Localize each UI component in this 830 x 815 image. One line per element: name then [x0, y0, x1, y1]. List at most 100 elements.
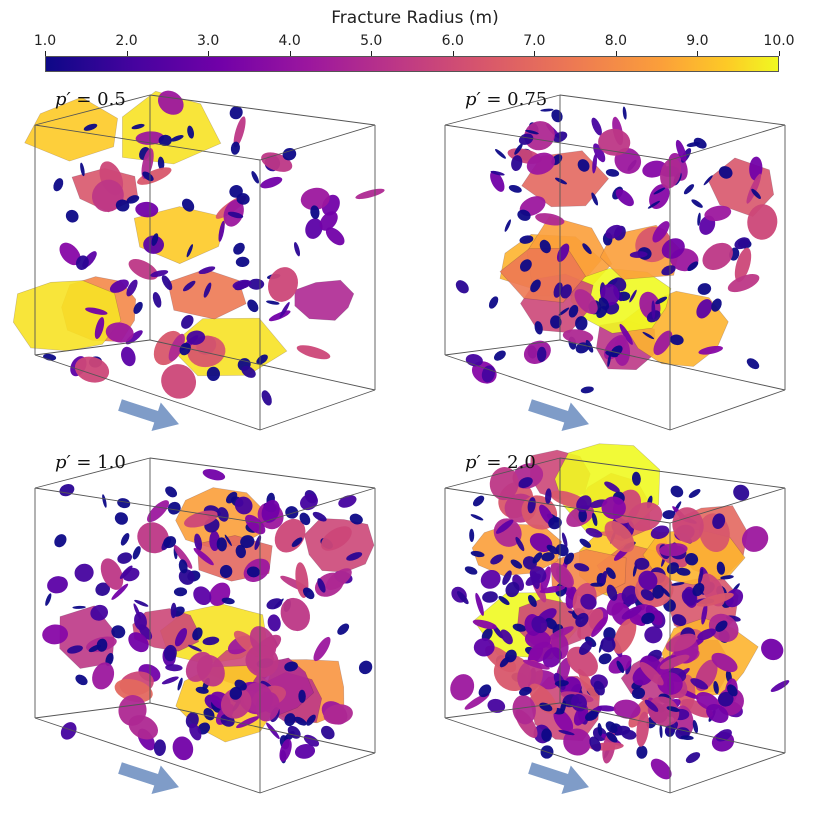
fracture — [550, 315, 562, 329]
flow-arrow-shaft — [528, 399, 570, 424]
fracture — [177, 677, 183, 691]
flow-arrow-icon — [118, 762, 179, 795]
fracture — [221, 597, 235, 605]
fracture-group — [42, 469, 375, 764]
fracture — [639, 661, 664, 686]
cube-edge — [559, 457, 786, 489]
colorbar-tick-label: 5.0 — [360, 33, 383, 49]
fracture — [598, 653, 612, 665]
fracture — [563, 552, 575, 565]
fracture — [240, 535, 255, 549]
fracture — [134, 599, 149, 607]
fracture — [493, 518, 522, 547]
cube-edge — [259, 389, 376, 431]
colorbar-tick-mark — [208, 51, 210, 56]
fracture — [146, 500, 170, 523]
fracture — [770, 680, 790, 693]
fracture — [671, 582, 685, 586]
cube-edge — [669, 389, 786, 431]
fracture — [531, 571, 540, 590]
flow-arrow-head — [561, 765, 589, 795]
fracture — [532, 552, 543, 564]
fracture — [526, 152, 556, 175]
colorbar-tick-mark — [289, 51, 291, 56]
flow-arrow-shaft — [118, 399, 160, 424]
fracture — [173, 544, 193, 569]
fracture — [510, 559, 523, 569]
fracture — [718, 166, 733, 179]
fracture — [604, 481, 620, 493]
fracture — [229, 686, 243, 700]
cube-edge — [149, 339, 376, 391]
fracture — [268, 310, 291, 322]
fracture — [585, 710, 599, 721]
fracture — [574, 563, 590, 572]
fracture — [65, 209, 79, 223]
fracture — [319, 211, 338, 231]
fracture — [650, 758, 672, 780]
fracture — [696, 299, 713, 319]
fracture — [202, 636, 220, 646]
fracture — [536, 346, 547, 362]
fracture — [268, 267, 298, 302]
fracture — [128, 632, 149, 653]
fracture — [683, 184, 695, 195]
fracture — [606, 584, 618, 601]
fracture — [490, 170, 505, 192]
fracture — [605, 721, 618, 734]
fracture — [117, 552, 133, 564]
fracture — [298, 689, 306, 703]
fracture — [181, 314, 194, 329]
cube-edge — [444, 354, 671, 431]
fracture — [534, 321, 543, 335]
colorbar-tick-mark — [45, 51, 46, 56]
fracture — [539, 239, 551, 254]
fracture — [59, 483, 75, 497]
fracture — [229, 106, 243, 120]
fracture — [652, 584, 665, 599]
fracture — [236, 193, 250, 205]
fracture — [294, 716, 307, 726]
fracture-group — [450, 443, 790, 780]
fracture — [591, 617, 607, 638]
fracture — [621, 585, 639, 605]
fracture — [539, 585, 566, 594]
fracture — [74, 356, 110, 383]
cube-edge — [559, 702, 786, 754]
fracture — [192, 627, 203, 641]
fracture — [527, 595, 537, 607]
fracture — [493, 350, 506, 361]
fracture — [698, 345, 723, 355]
fracture — [636, 745, 648, 759]
fracture — [741, 526, 769, 552]
fracture — [649, 184, 670, 210]
fracture — [279, 301, 290, 318]
fracture — [137, 522, 169, 554]
cube-edge — [259, 124, 376, 161]
fracture — [325, 568, 352, 590]
fracture — [170, 602, 177, 619]
fracture — [553, 709, 574, 733]
fracture — [566, 646, 598, 677]
colorbar-tick-label: 2.0 — [115, 33, 138, 49]
fracture — [746, 358, 760, 370]
fracture — [512, 623, 527, 632]
fracture-group — [455, 106, 778, 394]
fracture — [512, 694, 536, 725]
cube-edge — [559, 94, 786, 126]
fracture — [622, 106, 627, 120]
cube-edge — [34, 124, 261, 161]
fracture — [495, 519, 514, 534]
fracture — [161, 364, 197, 399]
fracture — [545, 488, 552, 504]
fracture — [720, 575, 734, 580]
fracture — [697, 212, 701, 226]
fracture — [578, 508, 588, 523]
fracture — [100, 558, 124, 590]
fracture — [75, 674, 88, 686]
fracture — [598, 297, 610, 311]
fracture — [254, 535, 262, 551]
fracture — [661, 238, 685, 259]
fracture — [224, 534, 232, 546]
fracture — [134, 611, 147, 631]
